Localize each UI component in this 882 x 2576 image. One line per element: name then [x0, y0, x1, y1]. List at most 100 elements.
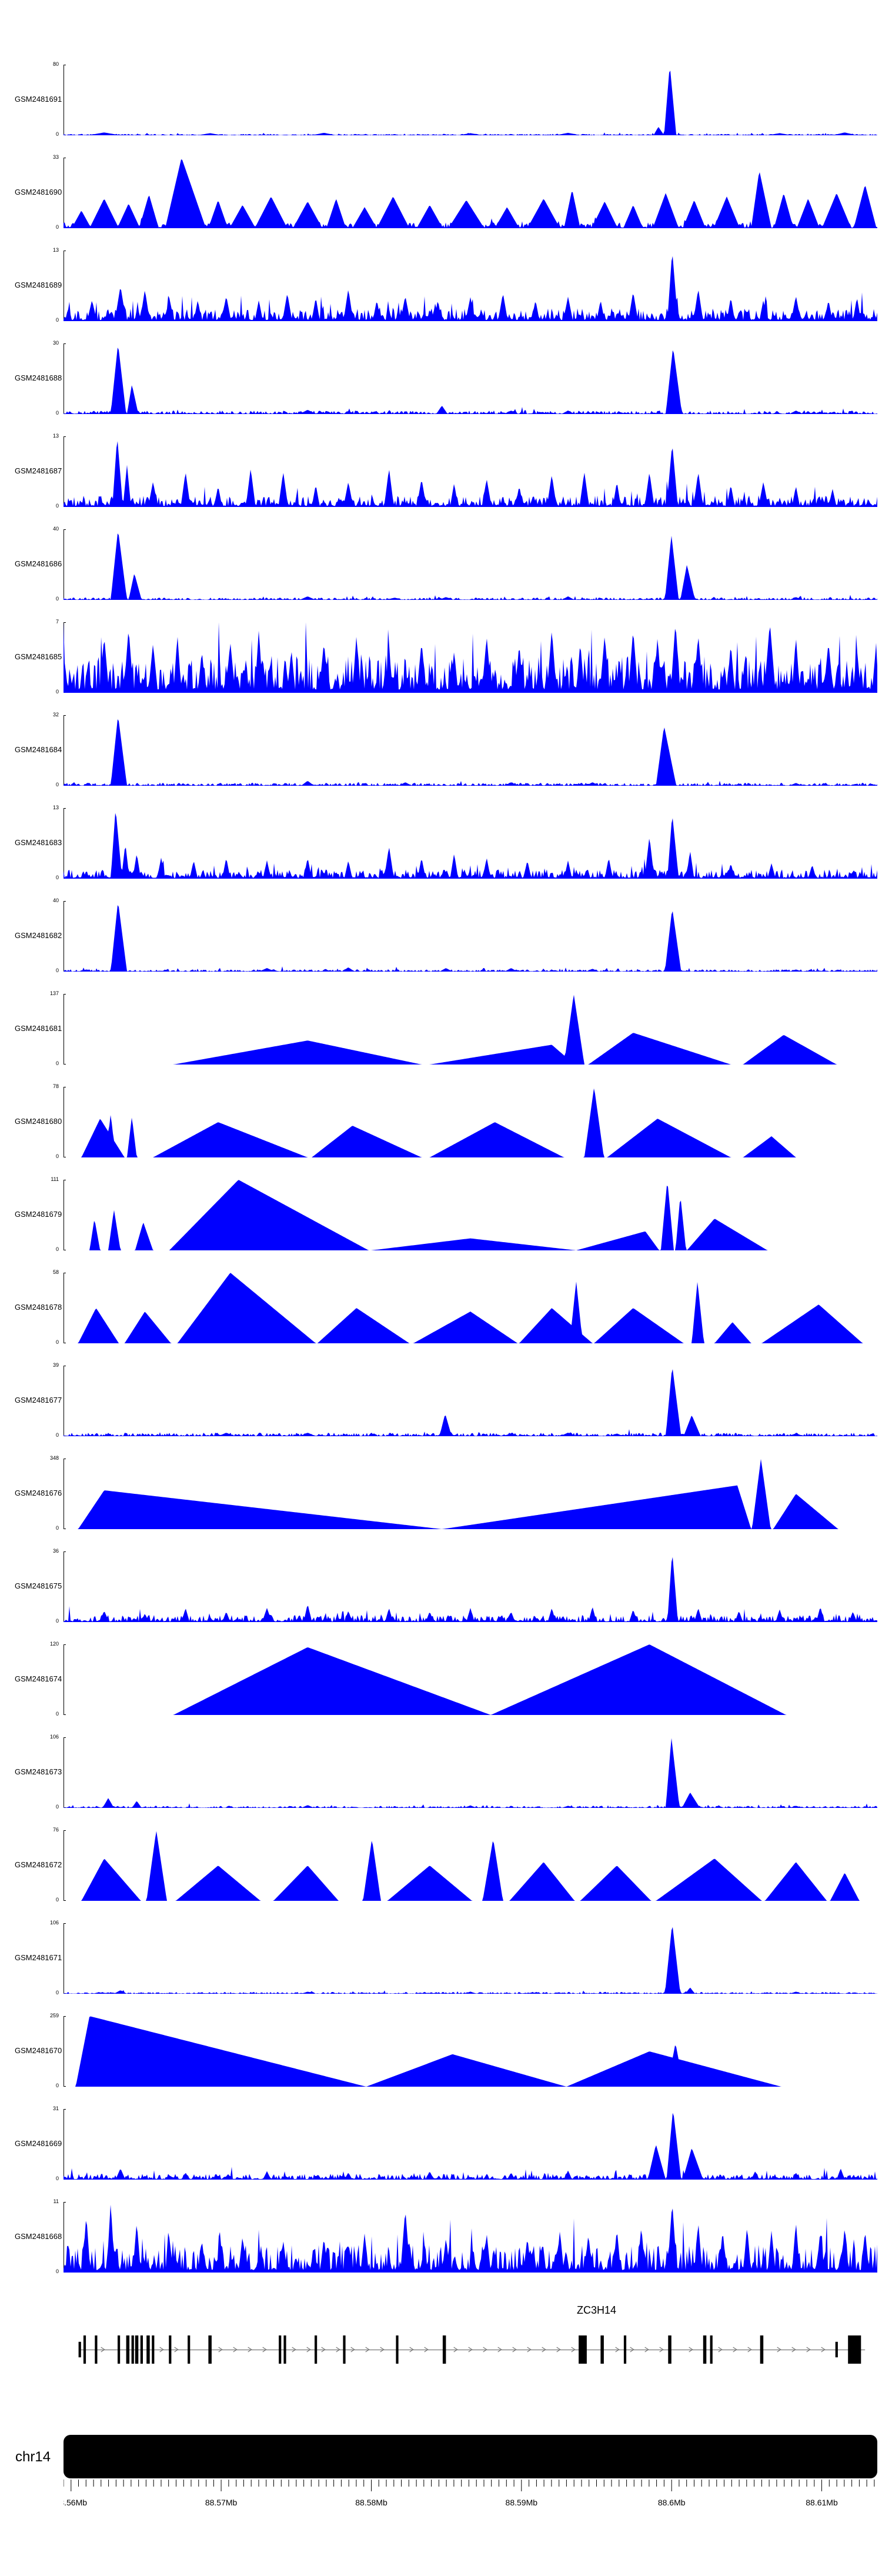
- strand-arrow-icon: [733, 2347, 737, 2353]
- track-row-gsm2481684: GSM2481684 32 0: [0, 703, 882, 796]
- track-label: GSM2481677: [15, 1396, 62, 1404]
- track-ymax-label: 40: [52, 526, 59, 532]
- track-plot: [64, 1087, 877, 1157]
- track-label: GSM2481691: [15, 95, 62, 104]
- track-label: GSM2481689: [15, 281, 62, 289]
- strand-arrow-icon: [806, 2347, 811, 2353]
- track-plot: [64, 2202, 877, 2273]
- exon: [140, 2335, 143, 2364]
- strand-arrow-icon: [571, 2347, 576, 2353]
- exon: [623, 2335, 627, 2364]
- track-row-gsm2481681: GSM2481681 137 0: [0, 982, 882, 1075]
- track-label: GSM2481683: [15, 838, 62, 847]
- track-label: GSM2481682: [15, 931, 62, 940]
- track-label: GSM2481679: [15, 1210, 62, 1219]
- coverage-area: [64, 1557, 877, 1622]
- track-plot: [64, 158, 877, 228]
- track-ymax-label: 13: [52, 433, 59, 439]
- exon: [188, 2335, 191, 2364]
- track-ymax-label: 11: [53, 2198, 59, 2204]
- coverage-area: [64, 1459, 877, 1529]
- track-ymax-label: 76: [52, 1827, 59, 1833]
- track-row-gsm2481674: GSM2481674 120 0: [0, 1633, 882, 1726]
- track-label: GSM2481673: [15, 1767, 62, 1776]
- x-axis-tick-label: 88.6Mb: [658, 2498, 686, 2507]
- track-plot: [64, 1180, 877, 1250]
- coverage-area: [64, 1831, 877, 1901]
- track-plot: [64, 343, 877, 414]
- strand-arrow-icon: [248, 2347, 252, 2353]
- track-plot: [64, 1923, 877, 1994]
- coverage-area: [64, 70, 877, 135]
- track-ymin-label: 0: [55, 967, 59, 973]
- exon: [760, 2335, 764, 2364]
- track-ymin-label: 0: [55, 503, 59, 509]
- track-label: GSM2481687: [15, 466, 62, 475]
- coverage-area: [64, 1369, 877, 1436]
- strand-arrow-icon: [718, 2347, 723, 2353]
- exon: [600, 2335, 604, 2364]
- track-ymax-label: 78: [52, 1083, 59, 1089]
- track-row-gsm2481676: GSM2481676 348 0: [0, 1447, 882, 1540]
- track-row-gsm2481685: GSM2481685 7 0: [0, 610, 882, 703]
- exon: [169, 2335, 172, 2364]
- exon: [835, 2341, 838, 2358]
- track-plot: [64, 808, 877, 879]
- strand-arrow-icon: [453, 2347, 458, 2353]
- track-plot: [64, 529, 877, 600]
- track-ymin-label: 0: [55, 317, 59, 323]
- track-ymin-label: 0: [55, 1432, 59, 1438]
- coverage-area: [64, 622, 877, 693]
- track-ymax-label: 13: [52, 247, 59, 253]
- exon: [315, 2335, 318, 2364]
- strand-arrow-icon: [777, 2347, 781, 2353]
- track-row-gsm2481687: GSM2481687 13 0: [0, 425, 882, 518]
- chromosome-ideogram: [64, 2435, 877, 2478]
- track-ymax-label: 13: [52, 805, 59, 810]
- track-plot: [64, 994, 877, 1065]
- strand-arrow-icon: [556, 2347, 561, 2353]
- strand-arrow-icon: [174, 2347, 179, 2353]
- track-plot: [64, 715, 877, 786]
- track-label: GSM2481676: [15, 1489, 62, 1497]
- coverage-area: [64, 995, 877, 1065]
- track-plot: [64, 1459, 877, 1529]
- track-row-gsm2481671: GSM2481671 106 0: [0, 1911, 882, 2004]
- strand-arrow-icon: [483, 2347, 487, 2353]
- track-plot: [64, 1273, 877, 1343]
- track-ymax-label: 33: [52, 154, 59, 160]
- exon: [208, 2335, 212, 2364]
- strand-arrow-icon: [380, 2347, 385, 2353]
- track-row-gsm2481678: GSM2481678 58 0: [0, 1261, 882, 1354]
- track-ymin-label: 0: [55, 596, 59, 602]
- track-ymin-label: 0: [55, 689, 59, 695]
- track-ymax-label: 30: [52, 340, 59, 346]
- exon: [396, 2335, 399, 2364]
- x-axis-tick-label: 88.58Mb: [355, 2498, 387, 2507]
- strand-arrow-icon: [527, 2347, 532, 2353]
- coverage-area: [64, 813, 877, 879]
- strand-arrow-icon: [821, 2347, 826, 2353]
- track-ymin-label: 0: [55, 224, 59, 230]
- track-label: GSM2481690: [15, 188, 62, 196]
- exon: [131, 2335, 134, 2364]
- track-ymin-label: 0: [55, 2175, 59, 2181]
- chromosome-label: chr14: [15, 2449, 51, 2465]
- track-row-gsm2481683: GSM2481683 13 0: [0, 796, 882, 889]
- track-row-gsm2481673: GSM2481673 106 0: [0, 1726, 882, 1818]
- track-plot: [64, 65, 877, 135]
- track-label: GSM2481672: [15, 1860, 62, 1869]
- strand-arrow-icon: [101, 2347, 105, 2353]
- track-ymin-label: 0: [55, 1897, 59, 1903]
- track-plot: [64, 1366, 877, 1436]
- coverage-area: [64, 905, 877, 972]
- track-row-gsm2481682: GSM2481682 40 0: [0, 889, 882, 982]
- track-ymax-label: 7: [55, 619, 59, 625]
- track-plot: [64, 2016, 877, 2087]
- track-label: GSM2481685: [15, 652, 62, 661]
- strand-arrow-icon: [659, 2347, 664, 2353]
- track-plot: [64, 2109, 877, 2180]
- track-plot: [64, 1644, 877, 1715]
- strand-arrow-icon: [424, 2347, 429, 2353]
